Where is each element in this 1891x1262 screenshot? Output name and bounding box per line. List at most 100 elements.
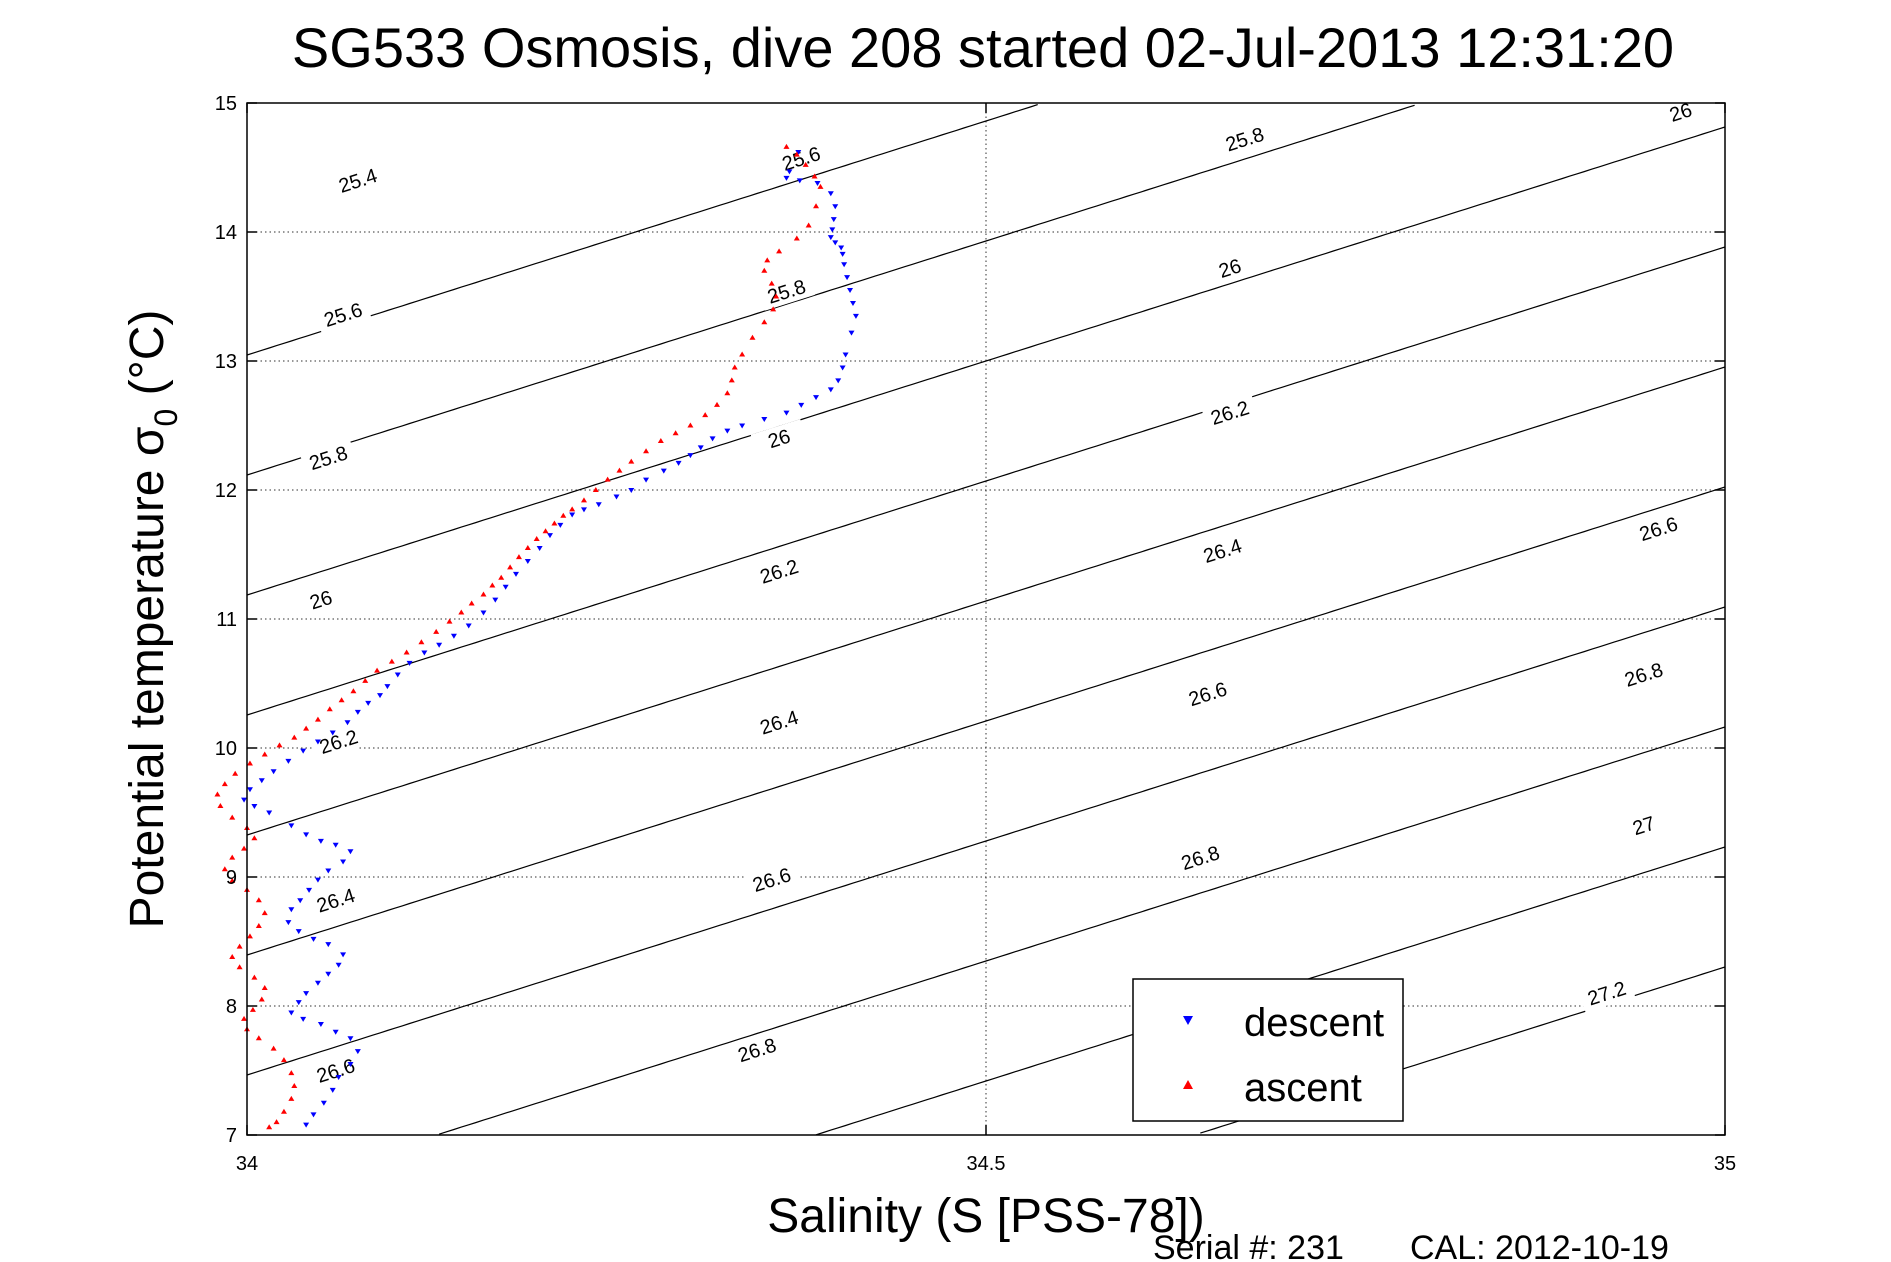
contour-label-bg xyxy=(758,272,815,311)
ascent-point xyxy=(533,536,540,542)
descent-point xyxy=(288,907,295,913)
descent-point xyxy=(340,952,347,958)
descent-point xyxy=(839,365,846,371)
descent-point xyxy=(783,410,790,416)
ascent-point xyxy=(433,628,440,634)
ascent-point xyxy=(229,814,236,820)
y-tick-label: 15 xyxy=(215,93,237,115)
descent-point xyxy=(320,1100,327,1106)
ascent-point xyxy=(628,458,635,464)
y-tick-label: 12 xyxy=(215,480,237,502)
descent-point xyxy=(613,494,620,500)
descent-point xyxy=(303,991,310,997)
legend-descent-label: descent xyxy=(1244,1001,1384,1045)
ascent-point xyxy=(489,582,496,588)
ascent-point xyxy=(221,866,228,872)
descent-point xyxy=(285,920,292,926)
ascent-point xyxy=(236,964,243,970)
ascent-point xyxy=(217,803,224,809)
descent-point xyxy=(536,546,543,552)
descent-point xyxy=(546,533,553,539)
ascent-point xyxy=(802,161,809,167)
descent-point xyxy=(675,460,682,466)
density-contour-line xyxy=(246,366,1726,836)
contour-label-bg xyxy=(1615,655,1673,694)
contour-label-bg xyxy=(750,702,808,742)
descent-point xyxy=(687,453,694,459)
x-axis-ticks: 34 34.5 35 xyxy=(236,103,1736,1175)
descent-point xyxy=(814,180,821,186)
descent-point xyxy=(844,275,851,281)
ascent-point xyxy=(761,319,768,325)
descent-point xyxy=(314,739,321,745)
ascent-point xyxy=(515,554,522,560)
ascent-point xyxy=(768,280,775,286)
descent-point xyxy=(354,1049,361,1055)
ascent-point xyxy=(326,706,333,712)
descent-point xyxy=(314,980,321,986)
contour-label-bg xyxy=(743,860,801,899)
contour-label-bg xyxy=(750,551,808,591)
descent-point xyxy=(761,417,768,423)
descent-point xyxy=(628,488,635,493)
descent-point xyxy=(300,748,307,754)
ascent-point xyxy=(446,618,453,624)
ascent-point xyxy=(255,1035,262,1041)
descent-point xyxy=(394,672,401,678)
ascent-point xyxy=(498,574,505,580)
density-contour-line xyxy=(246,606,1726,1076)
descent-point xyxy=(839,251,846,257)
contour-label-bg xyxy=(1630,509,1687,548)
ascent-point xyxy=(374,667,381,673)
descent-point xyxy=(270,769,277,775)
contour-label-bg xyxy=(772,139,830,178)
ascent-point xyxy=(258,996,265,1002)
descent-point xyxy=(406,660,413,666)
density-contour-line xyxy=(246,126,1726,596)
ascent-point xyxy=(251,835,258,841)
contour-label-bg xyxy=(307,1051,365,1090)
descent-point xyxy=(739,423,746,429)
ascent-point xyxy=(232,770,239,776)
ascent-point xyxy=(403,649,410,655)
descent-point xyxy=(849,300,856,306)
contour-label-bg xyxy=(299,438,357,478)
descent-point xyxy=(595,502,602,508)
y-axis-label-main: Potential temperature σ xyxy=(121,427,174,929)
y-tick-label: 10 xyxy=(215,738,237,760)
descent-point xyxy=(295,929,302,935)
descent-point xyxy=(512,571,519,577)
ascent-point xyxy=(776,248,783,254)
descent-point xyxy=(832,204,839,210)
descent-point xyxy=(251,804,258,810)
ascent-point xyxy=(805,222,812,228)
ascent-point xyxy=(657,437,664,443)
ascent-point xyxy=(229,854,236,860)
density-contour-line xyxy=(246,104,1415,476)
ascent-point xyxy=(261,751,268,757)
descent-point xyxy=(340,859,347,865)
descent-point xyxy=(365,700,372,706)
descent-point xyxy=(580,507,587,513)
ascent-point xyxy=(338,697,345,703)
ascent-point xyxy=(270,1045,277,1051)
ascent-point xyxy=(288,1095,295,1101)
ascent-point xyxy=(291,1082,298,1088)
descent-point xyxy=(848,330,855,336)
descent-point xyxy=(288,1010,295,1016)
ascent-point xyxy=(524,545,531,551)
descent-point xyxy=(329,730,336,736)
contour-label-bg xyxy=(314,295,372,334)
ascent-point xyxy=(229,877,236,883)
ascent-point xyxy=(468,600,475,606)
descent-point xyxy=(335,1074,342,1080)
ascent-point xyxy=(783,143,790,149)
descent-point xyxy=(354,709,361,715)
descent-point xyxy=(852,313,859,319)
descent-point xyxy=(314,877,321,883)
contour-label-bg xyxy=(1615,806,1673,845)
contour-label-bg xyxy=(1578,973,1636,1013)
contour-label-bg xyxy=(310,722,368,761)
ascent-point xyxy=(229,953,236,959)
descent-point xyxy=(830,217,837,223)
